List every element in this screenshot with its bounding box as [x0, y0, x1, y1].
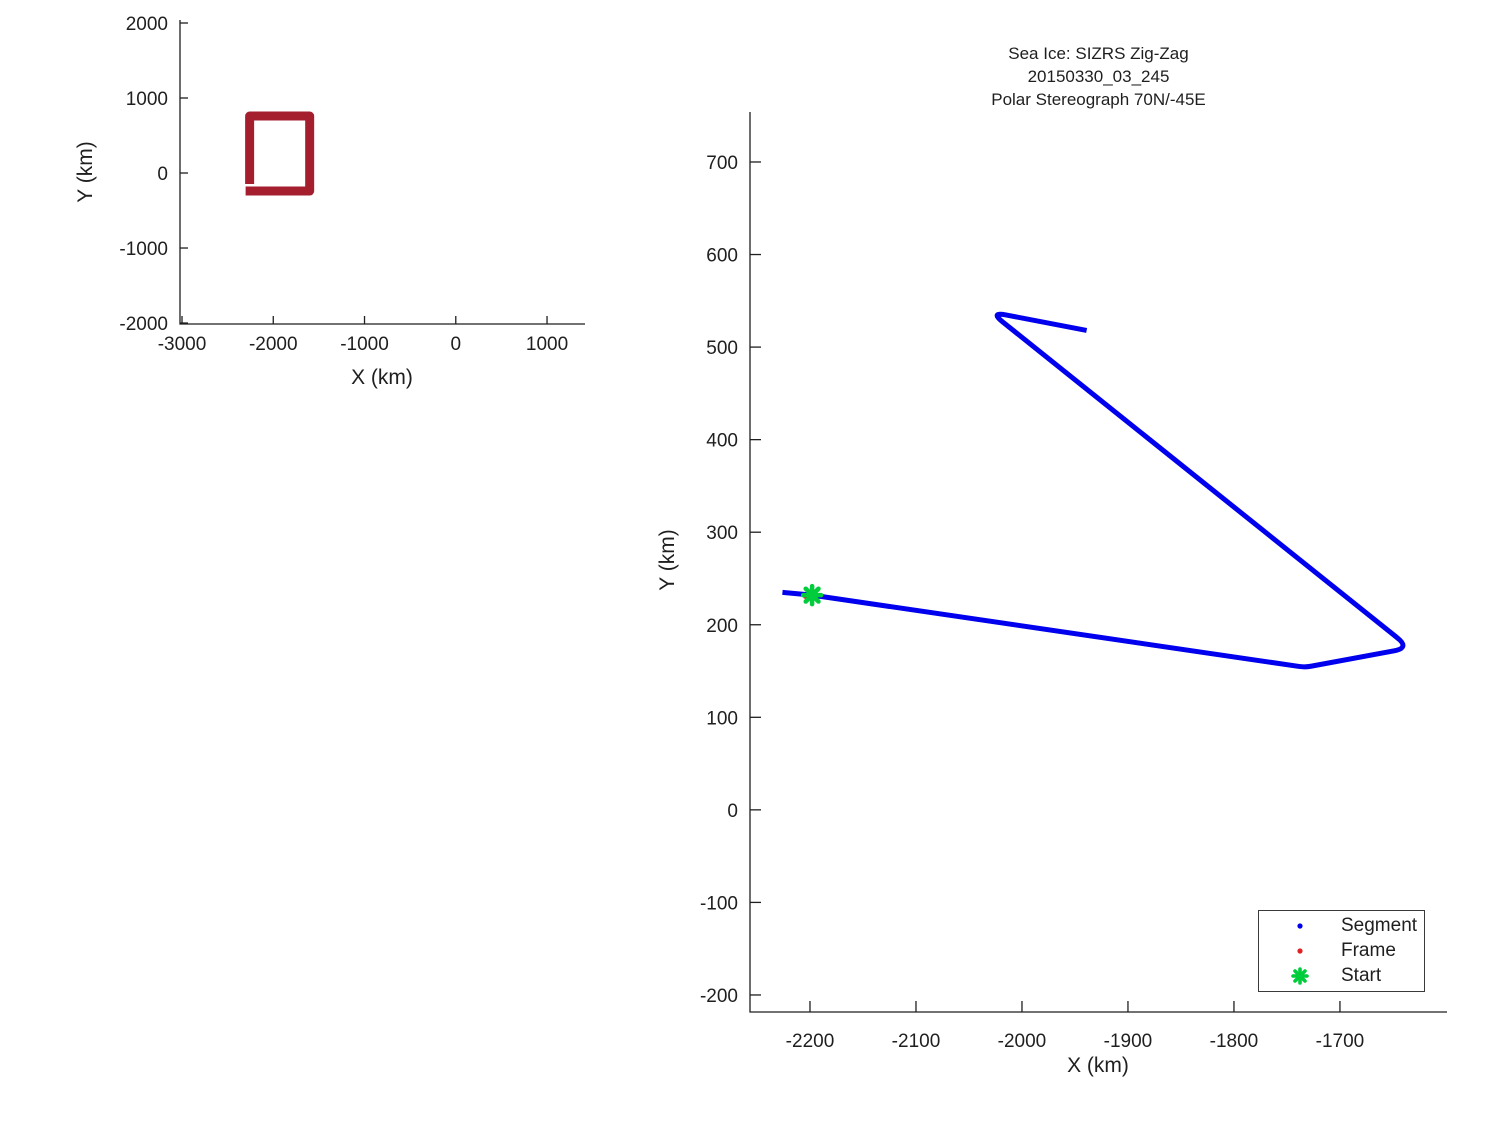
legend-row-start: Start: [1259, 963, 1424, 988]
title-line-2: 20150330_03_245: [1027, 67, 1170, 86]
zigzag-axes: [749, 112, 1447, 1013]
y-tick-label: 500: [706, 338, 738, 359]
x-tick-label: -2100: [892, 1031, 941, 1052]
y-tick-label: -200: [700, 986, 738, 1007]
y-tick-label: 300: [706, 523, 738, 544]
x-axis-label: X (km): [351, 366, 413, 389]
legend: Segment Frame Start: [1258, 910, 1425, 992]
y-axis-label: Y (km): [74, 141, 97, 202]
x-tick-label: -1700: [1316, 1031, 1365, 1052]
y-tick-label: 100: [706, 708, 738, 729]
segment-dot: [1297, 923, 1303, 929]
x-tick-label: 1000: [526, 334, 568, 355]
title-line-1: Sea Ice: SIZRS Zig-Zag: [1008, 44, 1189, 63]
x-tick-label: -2000: [249, 334, 298, 355]
y-tick-label: -1000: [119, 239, 168, 260]
legend-row-frame: Frame: [1259, 939, 1424, 964]
x-tick-label: -1000: [340, 334, 389, 355]
start-marker-stroke: [1293, 968, 1307, 983]
legend-label-start: Start: [1341, 964, 1382, 986]
chart-title: Sea Ice: SIZRS Zig-Zag 20150330_03_245 P…: [750, 42, 1447, 111]
frame-dot-icon: [1259, 944, 1341, 958]
x-axis-label: X (km): [1067, 1054, 1129, 1077]
zigzag-series-segment: [782, 311, 1406, 670]
x-tick-label: 0: [450, 334, 461, 355]
zigzag-plot: -200 -100 0 100 200 300 400 500 600 700 -2200 -2100…: [656, 112, 1447, 1077]
y-tick-label: 1000: [126, 89, 168, 110]
x-tick-label: -2000: [998, 1031, 1047, 1052]
y-tick-label: 0: [727, 801, 738, 822]
x-tick-label: -1800: [1210, 1031, 1259, 1052]
x-tick-label: -1900: [1104, 1031, 1153, 1052]
y-tick-label: 0: [157, 164, 168, 185]
y-tick-label: 700: [706, 153, 738, 174]
overview-series-flight-track: [245, 111, 315, 196]
start-asterisk-icon: [1259, 966, 1341, 986]
frame-dot: [1297, 948, 1303, 954]
y-tick-label: 400: [706, 431, 738, 452]
legend-label-frame: Frame: [1341, 940, 1396, 961]
y-tick-label: 2000: [126, 14, 168, 35]
y-tick-label: -100: [700, 893, 738, 914]
legend-row-segment: Segment: [1259, 914, 1424, 939]
y-axis-label: Y (km): [656, 529, 679, 590]
x-tick-label: -3000: [158, 334, 207, 355]
overview-axes: [179, 20, 585, 325]
x-tick-label: -2200: [786, 1031, 835, 1052]
segment-dot-icon: [1259, 919, 1341, 933]
title-line-3: Polar Stereograph 70N/-45E: [991, 90, 1206, 109]
y-tick-label: 200: [706, 616, 738, 637]
start-marker: [800, 583, 824, 607]
start-marker-stroke: [803, 586, 821, 604]
y-tick-label: 600: [706, 246, 738, 267]
legend-label-segment: Segment: [1341, 915, 1418, 937]
y-tick-label: -2000: [119, 314, 168, 335]
